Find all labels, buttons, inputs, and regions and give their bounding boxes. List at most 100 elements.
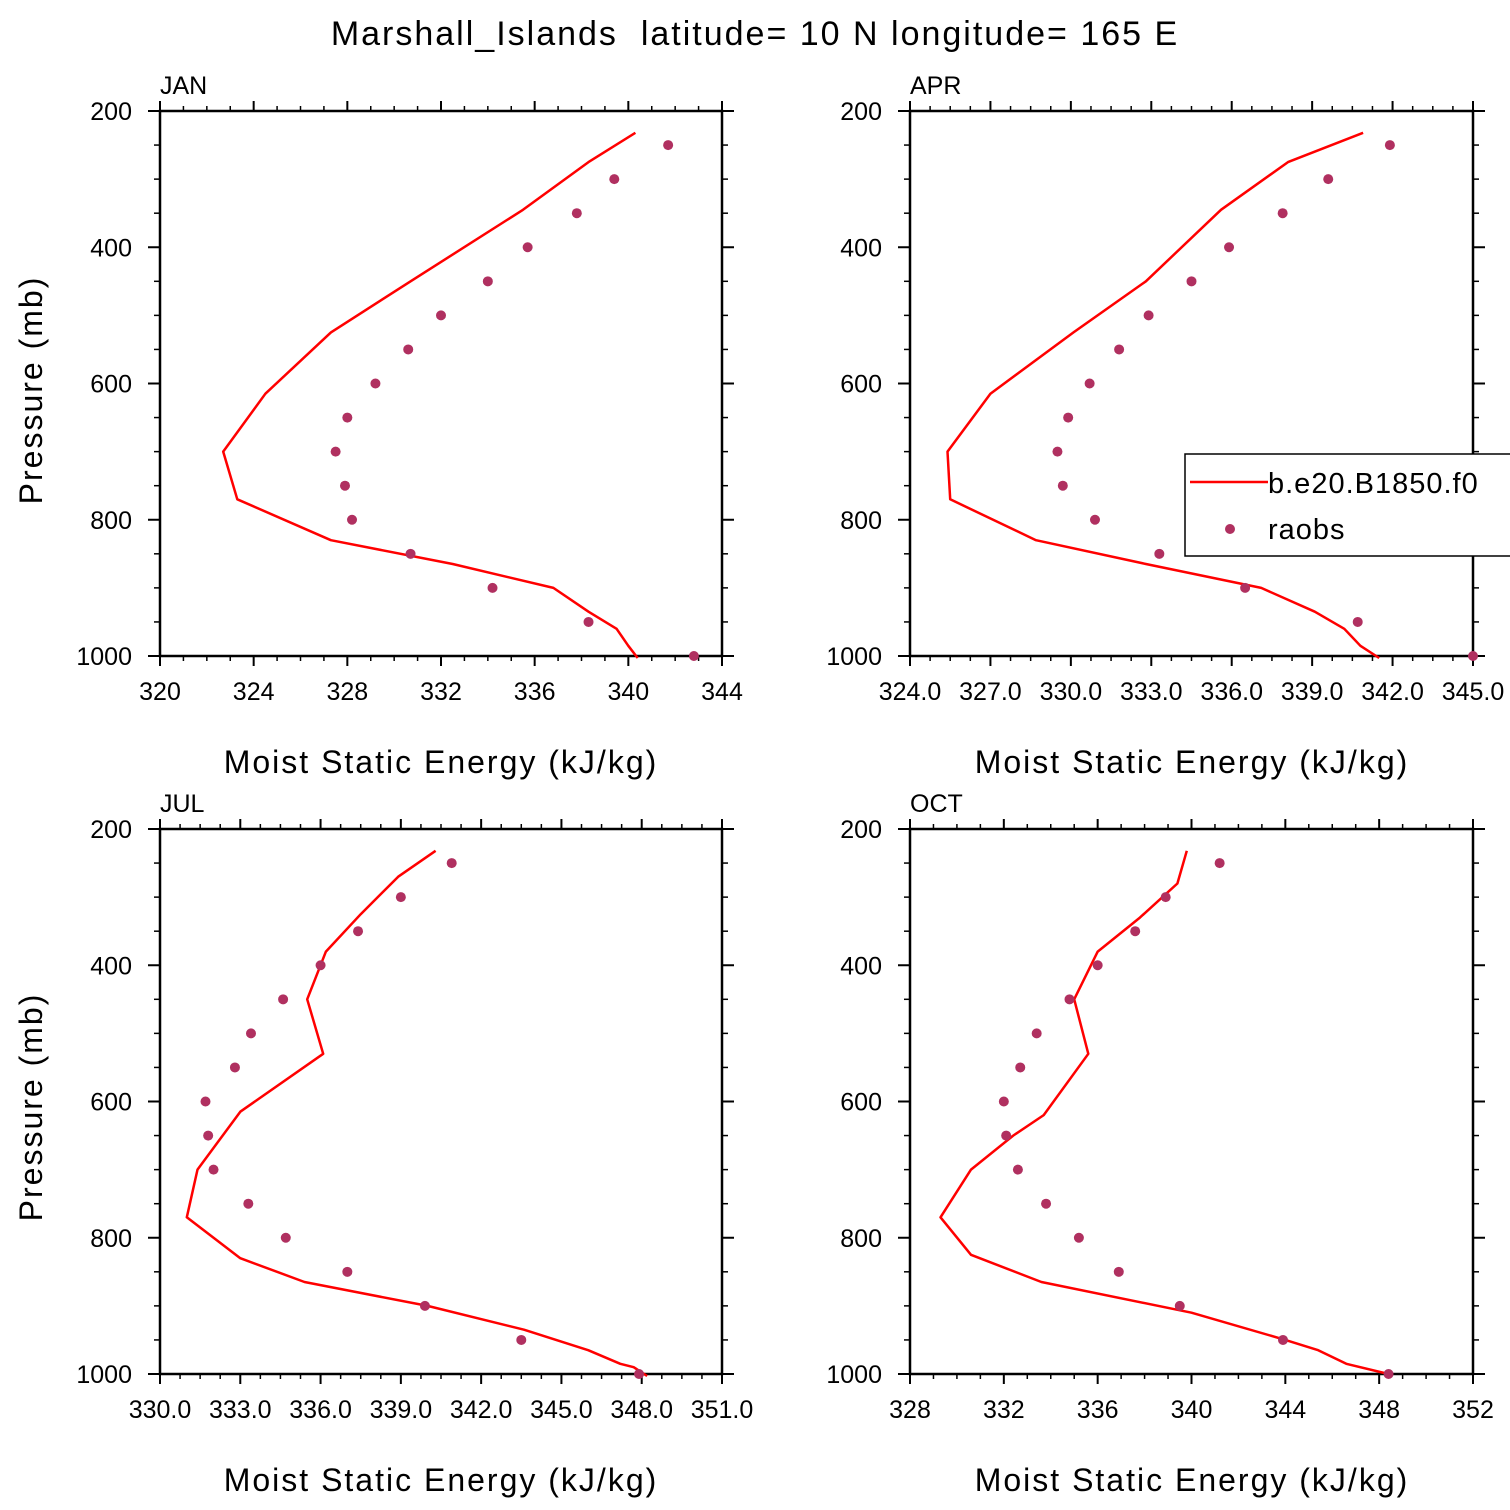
- raobs-point-oct: [1015, 1062, 1026, 1073]
- ylabel-jan: Pressure (mb): [13, 276, 49, 505]
- raobs-point-jul: [208, 1164, 219, 1175]
- xlabel-apr: Moist Static Energy (kJ/kg): [975, 744, 1410, 780]
- raobs-point-jul: [200, 1096, 211, 1107]
- plot-frame-oct: [908, 827, 1475, 1376]
- y-tick-label: 200: [840, 816, 882, 844]
- raobs-point-apr: [1089, 514, 1100, 525]
- series-group-jul: [185, 849, 648, 1379]
- raobs-point-apr: [1114, 344, 1125, 355]
- raobs-point-apr: [1052, 446, 1063, 457]
- panel-oct: OCT Moist Static Energy (kJ/kg) 328 332 33…: [826, 790, 1493, 1498]
- panel-label-jul: JUL: [160, 790, 205, 818]
- x-tick-label: 330.0: [129, 1396, 192, 1424]
- raobs-point-oct: [1092, 960, 1103, 971]
- legend: b.e20.B1850.f0 raobs: [1184, 453, 1510, 557]
- x-tick-label: 336: [514, 678, 556, 706]
- y-tick-label: 600: [840, 1089, 882, 1117]
- raobs-point-oct: [1041, 1198, 1052, 1209]
- plot-frame-jan: [158, 109, 724, 658]
- raobs-point-oct: [1160, 892, 1171, 903]
- x-tick-label: 330.0: [1040, 678, 1103, 706]
- raobs-point-jul: [446, 858, 457, 869]
- raobs-point-jul: [203, 1130, 214, 1141]
- x-tick-label: 333.0: [209, 1396, 272, 1424]
- x-tick-label: 327.0: [959, 678, 1022, 706]
- model-line-jan: [221, 131, 639, 659]
- plot-area-oct: 328 332 336 340 344 348 352 200 400 600 800 1000: [826, 816, 1493, 1424]
- raobs-point-oct: [1277, 1334, 1288, 1345]
- raobs-point-oct: [1383, 1369, 1394, 1379]
- x-tick-label: 336.0: [289, 1396, 352, 1424]
- xlabel-jan: Moist Static Energy (kJ/kg): [224, 744, 659, 780]
- x-tick-label: 339.0: [370, 1396, 433, 1424]
- x-tick-label: 328: [326, 678, 368, 706]
- x-tick-label: 340: [607, 678, 649, 706]
- x-tick-label: 333.0: [1120, 678, 1183, 706]
- raobs-point-jan: [522, 242, 533, 253]
- panel-label-apr: APR: [910, 72, 961, 100]
- raobs-point-apr: [1384, 140, 1395, 151]
- raobs-point-apr: [1277, 208, 1288, 219]
- raobs-point-apr: [1154, 548, 1165, 559]
- raobs-point-jan: [609, 174, 620, 185]
- y-tick-label: 800: [840, 1225, 882, 1253]
- raobs-point-jul: [229, 1062, 240, 1073]
- x-tick-label: 342.0: [450, 1396, 513, 1424]
- raobs-point-apr: [1323, 174, 1334, 185]
- x-tick-label: 324: [233, 678, 275, 706]
- raobs-point-jan: [370, 378, 381, 389]
- raobs-point-apr: [1143, 310, 1154, 321]
- y-tick-label: 800: [90, 1225, 132, 1253]
- raobs-point-apr: [1224, 242, 1235, 253]
- xlabel-oct: Moist Static Energy (kJ/kg): [975, 1462, 1410, 1498]
- xlabel-jul: Moist Static Energy (kJ/kg): [224, 1462, 659, 1498]
- raobs-point-jan: [688, 651, 699, 661]
- raobs-point-oct: [1214, 858, 1225, 869]
- x-tick-label: 336.0: [1200, 678, 1263, 706]
- raobs-point-apr: [1468, 651, 1478, 661]
- plot-frame-jul: [158, 827, 724, 1376]
- y-tick-label: 400: [90, 234, 132, 262]
- y-tick-label: 600: [840, 371, 882, 399]
- raobs-point-jul: [516, 1334, 527, 1345]
- raobs-point-jul: [278, 994, 289, 1005]
- x-tick-label: 332: [420, 678, 462, 706]
- raobs-point-jul: [243, 1198, 254, 1209]
- x-tick-label: 324.0: [879, 678, 942, 706]
- raobs-point-apr: [1063, 412, 1074, 423]
- y-tick-label: 1000: [826, 1361, 882, 1389]
- raobs-point-oct: [1064, 994, 1075, 1005]
- x-tick-label: 352: [1452, 1396, 1494, 1424]
- x-tick-label: 344: [1264, 1396, 1306, 1424]
- y-tick-label: 1000: [826, 643, 882, 671]
- raobs-point-oct: [998, 1096, 1009, 1107]
- panel-jan: JAN Pressure (mb) Moist Static Energy (k…: [13, 72, 743, 780]
- figure-title: Marshall_Islands latitude= 10 N longitud…: [331, 15, 1179, 53]
- raobs-point-jan: [482, 276, 493, 287]
- x-tick-label: 332: [983, 1396, 1025, 1424]
- raobs-point-apr: [1057, 480, 1068, 491]
- plot-area-apr: 324.0 327.0 330.0 333.0 336.0 339.0 342.0 345.0…: [826, 98, 1504, 706]
- raobs-point-oct: [1001, 1130, 1012, 1141]
- raobs-point-jan: [330, 446, 341, 457]
- x-tick-label: 340: [1171, 1396, 1213, 1424]
- x-tick-label: 339.0: [1281, 678, 1344, 706]
- x-tick-label: 342.0: [1361, 678, 1424, 706]
- panel-label-jan: JAN: [160, 72, 207, 100]
- raobs-point-jan: [403, 344, 414, 355]
- legend-marker-swatch: [1225, 524, 1235, 534]
- legend-box: [1184, 453, 1510, 557]
- raobs-point-jan: [347, 514, 358, 525]
- x-tick-label: 336: [1077, 1396, 1119, 1424]
- raobs-point-oct: [1073, 1232, 1084, 1243]
- y-tick-label: 800: [90, 507, 132, 535]
- raobs-point-jan: [583, 616, 594, 627]
- legend-label-obs: raobs: [1268, 514, 1346, 546]
- raobs-point-oct: [1130, 926, 1141, 937]
- ylabel-jul: Pressure (mb): [13, 993, 49, 1222]
- series-group-apr: [946, 131, 1478, 661]
- y-tick-label: 1000: [76, 643, 132, 671]
- x-tick-label: 351.0: [691, 1396, 754, 1424]
- y-tick-label: 800: [840, 507, 882, 535]
- raobs-point-jan: [436, 310, 446, 321]
